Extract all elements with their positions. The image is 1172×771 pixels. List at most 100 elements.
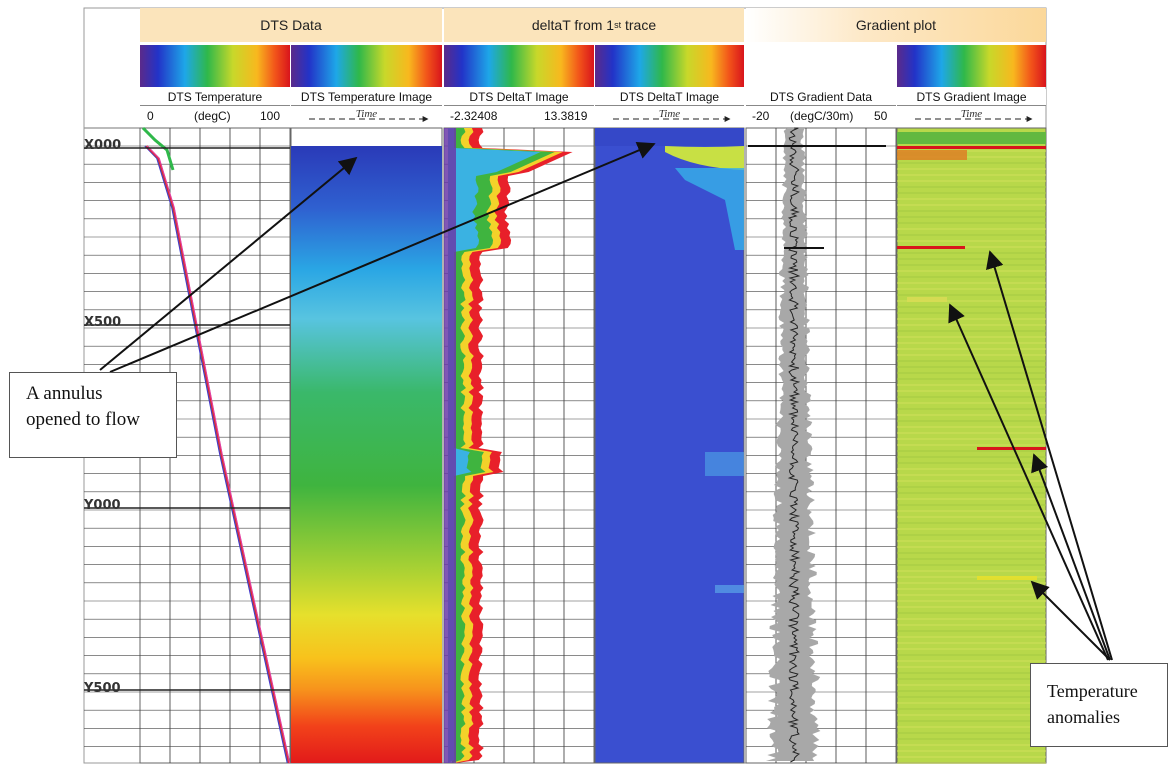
depth-label-x500: X500 xyxy=(84,315,122,330)
gradient-image-texture xyxy=(897,408,1046,410)
gradient-image-texture xyxy=(897,516,1046,518)
scale-min: -20 xyxy=(752,109,770,123)
callout-line: anomalies xyxy=(1047,707,1120,727)
gradient-image-anomaly xyxy=(897,246,965,249)
annulus-arrow xyxy=(99,156,358,371)
gradient-image-texture xyxy=(897,222,1046,224)
gradient-image-texture xyxy=(897,558,1046,560)
gradient-image-texture xyxy=(897,732,1046,734)
gradient-trace-bg xyxy=(745,127,897,764)
gradient-image-texture xyxy=(897,324,1046,326)
group-header-label: deltaT from 1 xyxy=(531,17,615,33)
gradient-image-topband xyxy=(897,132,1046,144)
gradient-image-texture xyxy=(897,582,1046,584)
gradient-image-texture xyxy=(897,294,1046,296)
gradient-image-texture xyxy=(897,426,1046,428)
deltat-image xyxy=(594,127,745,764)
deltat-image-anomaly-cyan xyxy=(675,168,744,250)
color-scale-bar xyxy=(595,45,744,87)
gradient-image-texture xyxy=(897,240,1046,242)
gradient-image-texture xyxy=(897,174,1046,176)
group-header-dts-data: DTS Data xyxy=(140,8,442,42)
gradient-image-anomaly xyxy=(977,576,1037,580)
gradient-image-texture xyxy=(897,492,1046,494)
scale-max: 100 xyxy=(260,109,281,123)
color-scale-blank xyxy=(746,45,896,87)
group-header-gradient: Gradient plot xyxy=(746,8,1046,42)
temperature-top-wiggle xyxy=(141,126,175,171)
color-scale-bar xyxy=(444,45,594,87)
scale-max: 13.3819 xyxy=(544,109,588,123)
gradient-image-texture xyxy=(897,750,1046,752)
anomaly-arrow xyxy=(1031,453,1111,661)
gradient-image-texture xyxy=(897,432,1046,434)
gradient-image-texture xyxy=(897,690,1046,692)
gradient-image-texture xyxy=(897,216,1046,218)
deltat-image-anomaly-lower xyxy=(705,452,744,476)
gradient-image-texture xyxy=(897,654,1046,656)
gradient-image-texture xyxy=(897,552,1046,554)
gradient-image-texture xyxy=(897,624,1046,626)
gradient-image-redline xyxy=(897,146,1046,149)
gradient-image-texture xyxy=(897,444,1046,446)
group-header-label: Gradient plot xyxy=(855,17,937,33)
gradient-image-texture xyxy=(897,486,1046,488)
track-title-text: DTS Temperature xyxy=(167,90,263,104)
gradient-image-texture xyxy=(897,720,1046,722)
color-scale-bar xyxy=(291,45,442,87)
annulus-arrow xyxy=(109,141,656,373)
gradient-image-texture xyxy=(897,180,1046,182)
anomaly-arrow xyxy=(948,303,1109,661)
gradient-image-texture xyxy=(897,600,1046,602)
gradient-image-texture xyxy=(897,636,1046,638)
gradient-envelope xyxy=(765,128,821,761)
gradient-image-texture xyxy=(897,588,1046,590)
gradient-image-texture xyxy=(897,702,1046,704)
gradient-image-texture xyxy=(897,168,1046,170)
gradient-image-texture xyxy=(897,372,1046,374)
gradient-image-texture xyxy=(897,522,1046,524)
gradient-image-texture xyxy=(897,414,1046,416)
gradient-image-texture xyxy=(897,162,1046,164)
gradient-image-orange xyxy=(897,150,967,160)
group-header-sup: st xyxy=(614,20,622,30)
time-axis-label: Time xyxy=(595,108,744,124)
track-title-text: DTS Temperature Image xyxy=(300,90,433,104)
scale-unit: (degC/30m) xyxy=(790,109,854,123)
anomaly-arrow xyxy=(1030,580,1111,661)
gradient-image-texture xyxy=(897,288,1046,290)
gradient-image-texture xyxy=(897,594,1046,596)
gradient-image-texture xyxy=(897,546,1046,548)
gradient-image-texture xyxy=(897,576,1046,578)
gradient-image-texture xyxy=(897,330,1046,332)
gradient-image-texture xyxy=(897,186,1046,188)
gradient-image-texture xyxy=(897,246,1046,248)
gradient-image-texture xyxy=(897,480,1046,482)
gradient-image-texture xyxy=(897,258,1046,260)
depth-label-y500: Y500 xyxy=(84,681,121,696)
gradient-image-texture xyxy=(897,336,1046,338)
time-label-text: Time xyxy=(658,108,681,120)
gradient-image-texture xyxy=(897,468,1046,470)
gradient-image-texture xyxy=(897,762,1046,764)
callout-temperature-anomalies: Temperature anomalies xyxy=(1030,663,1168,747)
gradient-image-texture xyxy=(897,648,1046,650)
gradient-image-texture xyxy=(897,540,1046,542)
deltat-image-anomaly-lower xyxy=(715,585,744,593)
gradient-image-texture xyxy=(897,306,1046,308)
gradient-image-anomaly xyxy=(907,297,947,302)
gradient-core-trace xyxy=(787,127,801,763)
track-title-dts-gradient-data: DTS Gradient Data xyxy=(746,89,896,106)
group-header-suffix: trace xyxy=(621,17,657,33)
gradient-image-texture xyxy=(897,210,1046,212)
deltat-band-cyan xyxy=(448,128,541,763)
gradient-image-texture xyxy=(897,198,1046,200)
track-title-dts-temperature-image: DTS Temperature Image xyxy=(291,89,442,106)
depth-label-y000: Y000 xyxy=(84,498,121,513)
track-title-dts-deltat-image-1: DTS DeltaT Image xyxy=(444,89,594,106)
color-scale-bar xyxy=(897,45,1046,87)
track-title-text: DTS DeltaT Image xyxy=(619,90,720,104)
